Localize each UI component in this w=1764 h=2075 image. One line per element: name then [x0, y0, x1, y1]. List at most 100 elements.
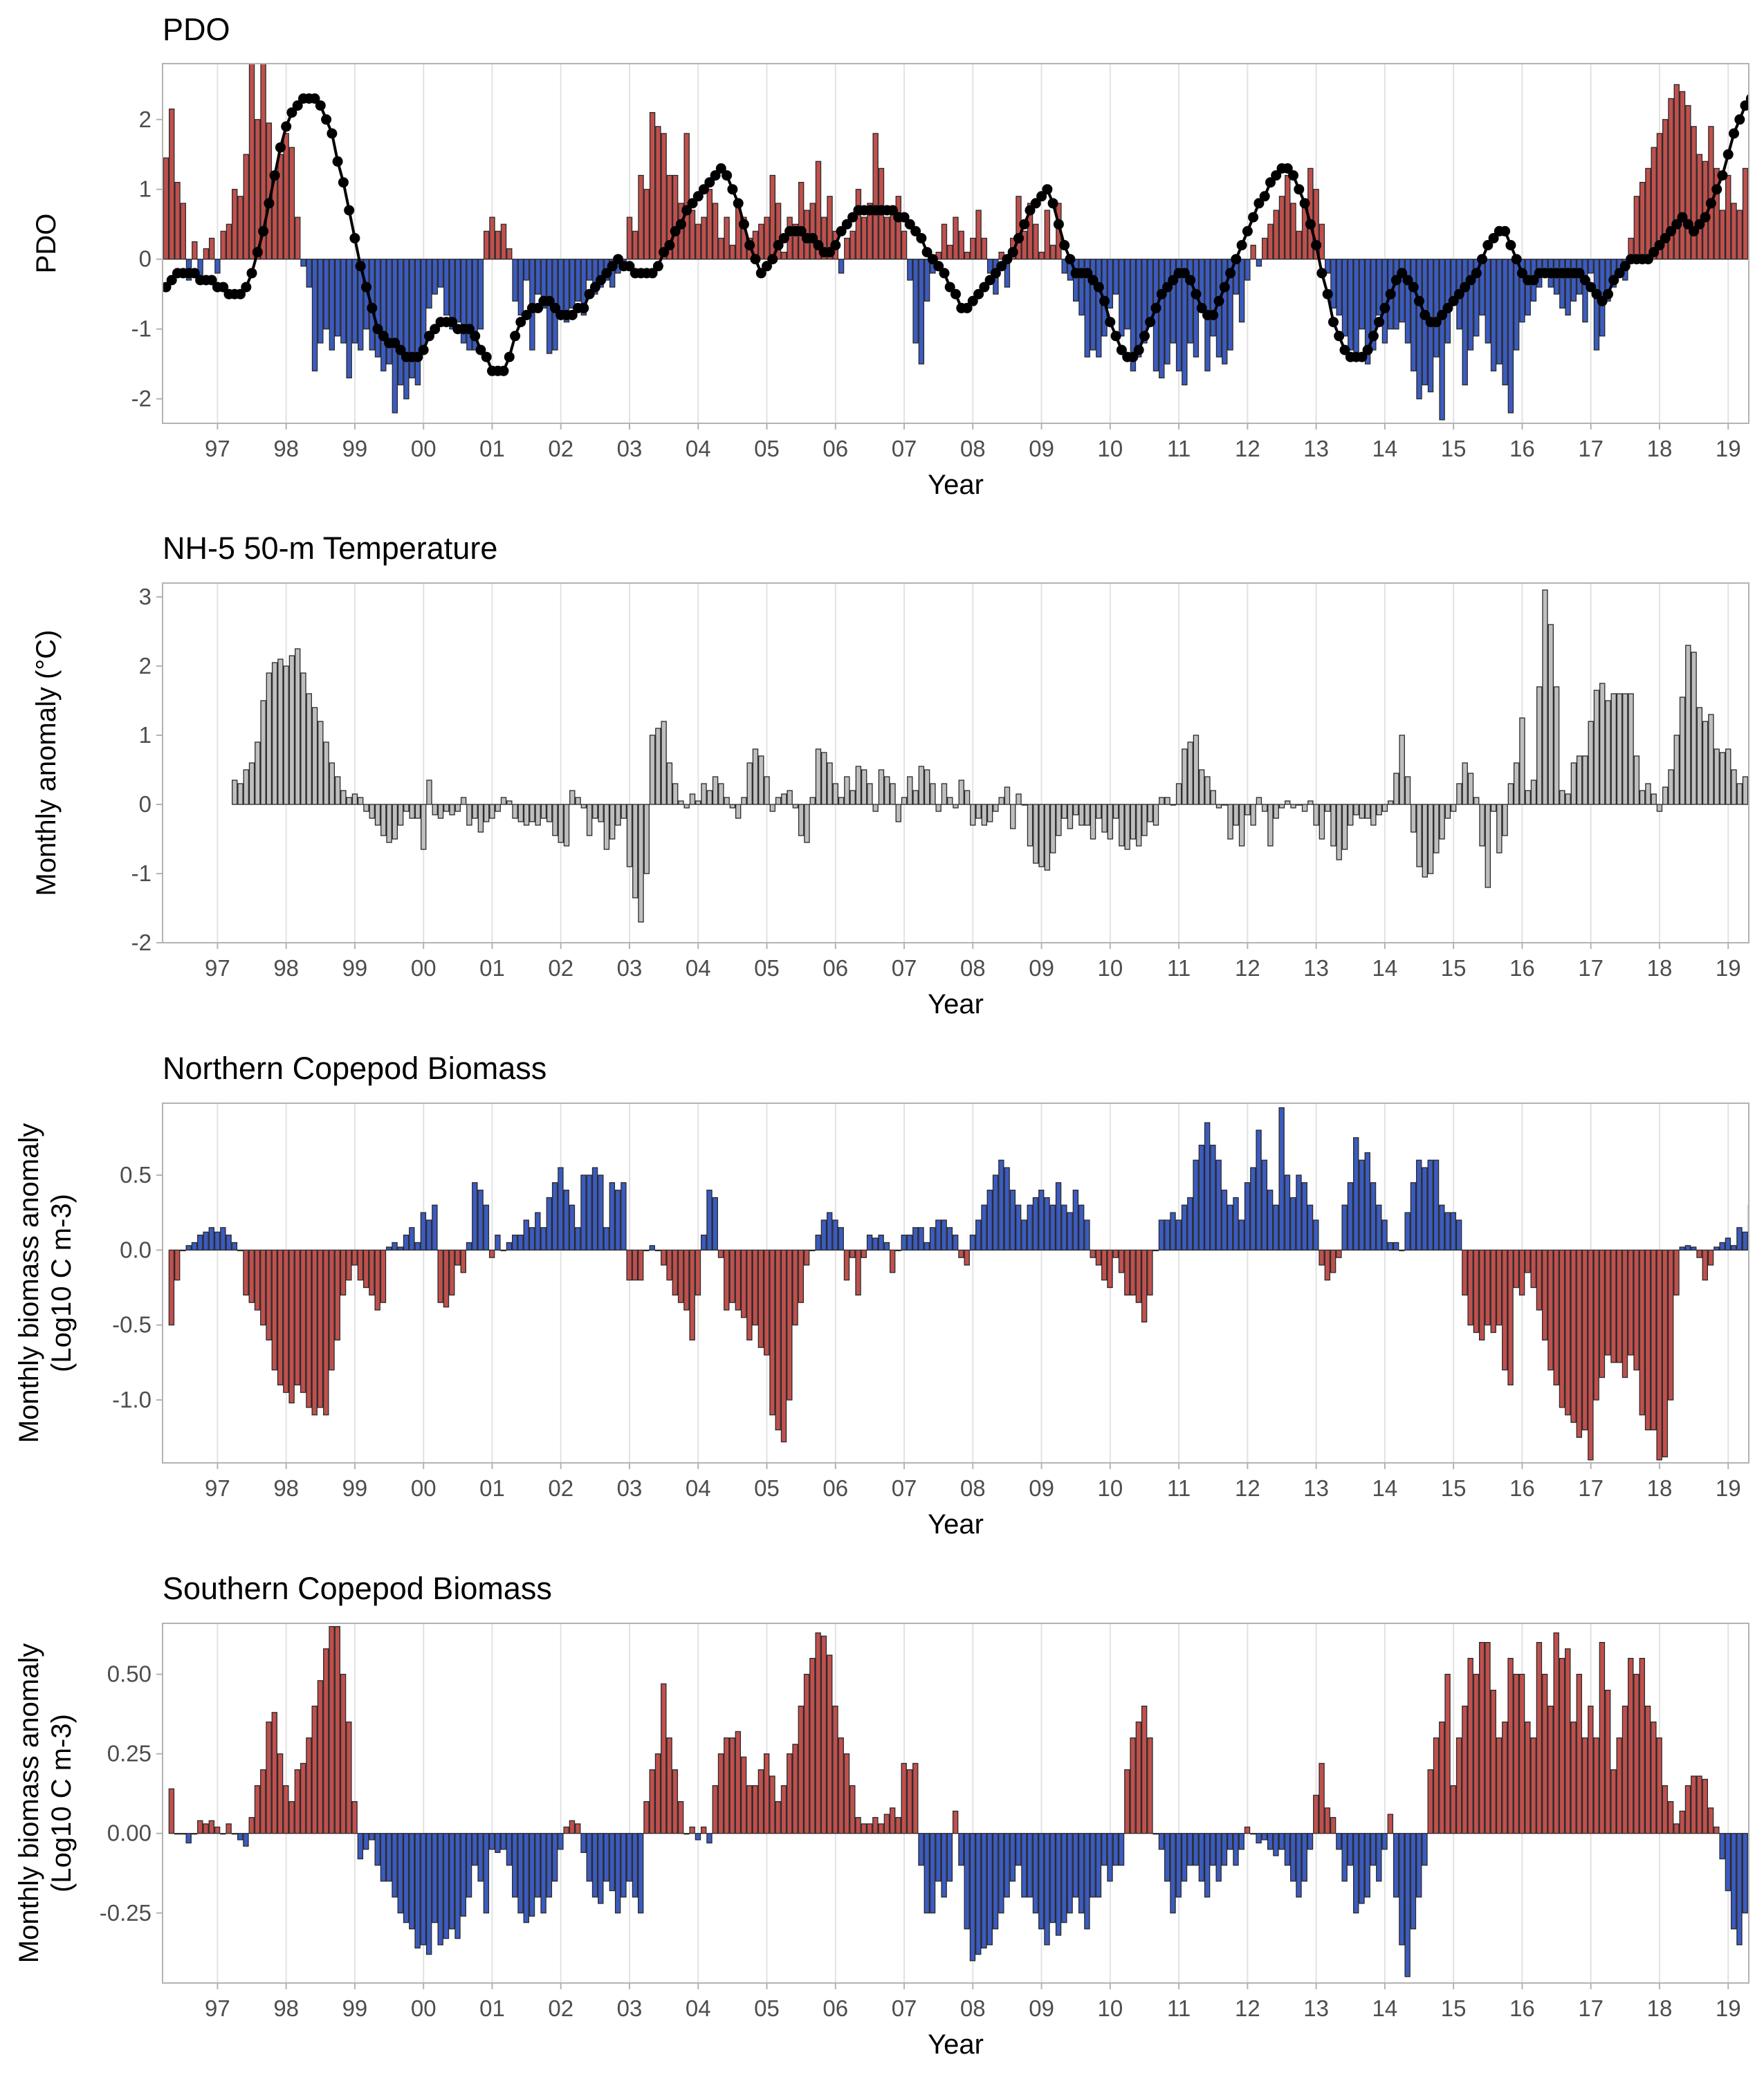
bar	[260, 1249, 266, 1326]
bar	[746, 762, 753, 805]
bar	[1656, 1249, 1662, 1461]
bar	[1084, 1219, 1090, 1251]
line-point	[727, 184, 738, 195]
bar	[706, 189, 713, 260]
bar	[872, 133, 879, 260]
bar	[1667, 1249, 1674, 1401]
line-point	[1385, 288, 1396, 299]
bar	[1033, 804, 1039, 864]
bar	[1439, 1721, 1445, 1834]
bar	[1742, 1833, 1748, 1914]
line-point	[1116, 344, 1127, 356]
bar	[575, 797, 581, 805]
line-point	[1752, 100, 1762, 111]
bar	[1439, 804, 1445, 840]
bar	[878, 769, 885, 805]
bar	[437, 259, 444, 288]
x-tick-label: 99	[342, 436, 368, 461]
line-point	[750, 254, 761, 265]
bar	[409, 1227, 415, 1251]
line-point	[1185, 275, 1196, 286]
bar	[1473, 797, 1480, 805]
y-tick-label: 1	[139, 176, 151, 202]
y-tick-label: -1	[131, 860, 151, 886]
bar	[248, 1817, 255, 1834]
line-point	[1105, 317, 1116, 328]
bar	[1691, 126, 1697, 260]
bar	[1078, 804, 1085, 826]
bar	[266, 672, 273, 805]
bar	[838, 797, 845, 805]
bar	[752, 748, 759, 805]
panel-0: 97 98 99 00 01 02 03 04 05 06 07 08 09 10 11 12 13 14 15 16…	[31, 12, 1762, 500]
bar	[1164, 259, 1170, 365]
bar	[1485, 1641, 1491, 1834]
bar	[1135, 1249, 1142, 1303]
bar	[243, 1249, 249, 1295]
bar	[1330, 1249, 1336, 1273]
bar	[283, 665, 289, 805]
bar	[1130, 1249, 1136, 1295]
bar	[1736, 1833, 1743, 1946]
bar	[861, 1823, 867, 1834]
bar	[523, 259, 530, 281]
line-point	[1030, 198, 1041, 209]
line-point	[1059, 240, 1070, 250]
bar	[351, 793, 358, 805]
bar	[1324, 1807, 1331, 1834]
line-point	[1619, 261, 1630, 272]
bar	[203, 248, 210, 260]
bar	[643, 189, 650, 260]
bar	[1588, 1705, 1594, 1834]
bar	[643, 1801, 650, 1834]
x-tick-label: 08	[960, 436, 986, 461]
line-point	[596, 275, 607, 286]
line-point	[349, 232, 360, 243]
line-point	[1705, 198, 1716, 209]
bar	[1410, 1833, 1417, 1930]
bar	[512, 1235, 518, 1251]
bar	[986, 1833, 993, 1946]
x-tick-label: 98	[273, 1475, 299, 1501]
bar	[1021, 804, 1027, 806]
bar	[1095, 1249, 1102, 1266]
bar	[998, 797, 1004, 805]
bar	[1130, 1737, 1136, 1834]
bar	[804, 804, 810, 843]
bar	[1570, 1721, 1577, 1834]
x-tick-label: 18	[1647, 1995, 1673, 2021]
bar	[558, 1833, 564, 1850]
bar	[1244, 1182, 1251, 1251]
bar	[334, 1249, 340, 1340]
line-point	[704, 177, 715, 188]
bar	[1702, 721, 1709, 805]
bar	[1633, 1673, 1639, 1834]
bar	[1439, 1204, 1445, 1251]
bar	[1616, 1737, 1622, 1834]
bar	[638, 804, 644, 923]
bar	[735, 1731, 742, 1834]
bar	[323, 259, 329, 330]
bar	[483, 804, 490, 822]
bar	[1662, 119, 1669, 260]
line-point	[321, 114, 332, 125]
bar	[1565, 1648, 1571, 1834]
bar	[1696, 154, 1703, 260]
line-point	[589, 282, 600, 293]
bar	[1662, 1785, 1669, 1834]
bar	[1359, 1833, 1365, 1904]
bar	[1553, 1249, 1559, 1385]
line-point	[1397, 268, 1408, 279]
x-axis-label: Year	[928, 989, 984, 1020]
bar	[1273, 1204, 1279, 1251]
bar	[1159, 259, 1165, 379]
x-tick-label: 01	[479, 436, 505, 461]
bar	[621, 804, 627, 819]
bar	[512, 804, 518, 819]
bar	[1210, 1145, 1216, 1251]
line-point	[710, 170, 721, 181]
line-point	[1139, 331, 1150, 342]
bar	[1296, 1174, 1302, 1251]
bar	[718, 783, 724, 805]
bar	[655, 126, 661, 260]
